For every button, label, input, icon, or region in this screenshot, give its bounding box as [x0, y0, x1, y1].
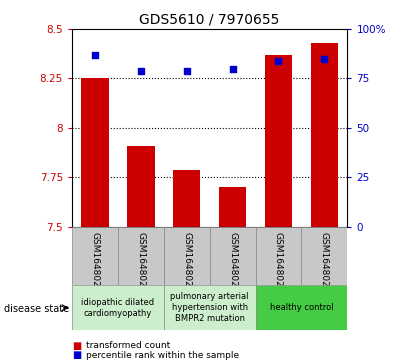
Text: pulmonary arterial
hypertension with
BMPR2 mutation: pulmonary arterial hypertension with BMP…: [171, 292, 249, 323]
Text: percentile rank within the sample: percentile rank within the sample: [86, 351, 240, 359]
Bar: [72, 227, 118, 285]
Bar: [265, 55, 292, 227]
Point: [92, 52, 98, 58]
Bar: [256, 227, 301, 285]
Text: GSM1648023: GSM1648023: [90, 232, 99, 292]
Text: healthy control: healthy control: [270, 303, 333, 312]
Bar: [219, 187, 246, 227]
Text: GSM1648027: GSM1648027: [274, 232, 283, 292]
Text: ■: ■: [72, 340, 81, 351]
Title: GDS5610 / 7970655: GDS5610 / 7970655: [139, 12, 280, 26]
Text: transformed count: transformed count: [86, 341, 171, 350]
Point: [321, 56, 328, 62]
Bar: [210, 227, 256, 285]
Bar: [256, 285, 347, 330]
Point: [137, 68, 144, 73]
Bar: [311, 43, 338, 227]
Text: idiopathic dilated
cardiomyopathy: idiopathic dilated cardiomyopathy: [81, 298, 155, 318]
Text: GSM1648025: GSM1648025: [182, 232, 191, 292]
Bar: [127, 146, 155, 227]
Point: [275, 58, 282, 64]
Bar: [173, 170, 201, 227]
Text: GSM1648026: GSM1648026: [228, 232, 237, 292]
Point: [183, 68, 190, 73]
Point: [229, 66, 236, 72]
Text: disease state: disease state: [4, 304, 69, 314]
Text: GSM1648024: GSM1648024: [136, 232, 145, 292]
Bar: [81, 78, 109, 227]
Bar: [301, 227, 347, 285]
Bar: [164, 227, 210, 285]
Text: ■: ■: [72, 350, 81, 360]
Bar: [118, 227, 164, 285]
Bar: [164, 285, 256, 330]
Bar: [72, 285, 164, 330]
Text: GSM1648028: GSM1648028: [320, 232, 329, 292]
